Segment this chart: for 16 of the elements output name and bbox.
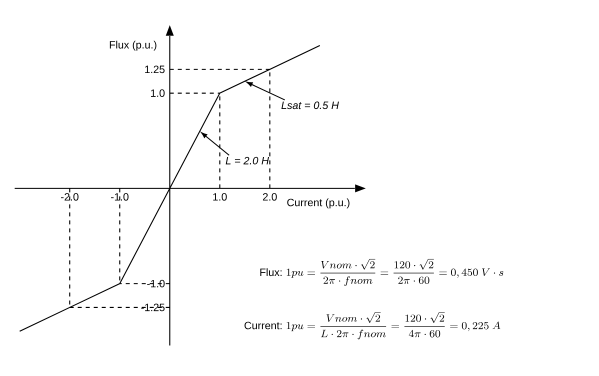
annotation: Flux: [260,268,282,276]
annotation: Current: [244,322,282,330]
x-tick-label: -1.0 [111,193,129,201]
x-axis-title: Current (p.u.) [287,198,350,208]
y-tick-label: 1.0 [151,89,165,97]
y-tick-label: -1.0 [147,280,165,288]
x-tick-label: 1.0 [213,193,227,201]
annotation: $1pu = \frac{Vnom\cdot\sqrt{2}}{L\cdot 2\pi\cdot fnom} = \frac{120\cdot\sqrt{2}}{4\pi\cdot 60} = 0,225\ A$ [286,312,500,340]
x-tick-label: 2.0 [262,193,277,201]
annotation: L = 2.0 H [226,156,270,164]
annotation: $1pu = \frac{Vnom\cdot\sqrt{2}}{2\pi\cdot fnom} = \frac{120\cdot\sqrt{2}}{2\pi\cdot 60} = 0,450\ V\cdot s$ [286,258,504,286]
y-tick-label: -1.25 [141,304,165,312]
annotation: Lsat = 0.5 H [281,101,339,109]
y-axis-title: Flux (p.u.) [110,40,156,51]
y-tick-label: 1.25 [145,65,165,74]
x-tick-label: -2.0 [61,193,78,201]
